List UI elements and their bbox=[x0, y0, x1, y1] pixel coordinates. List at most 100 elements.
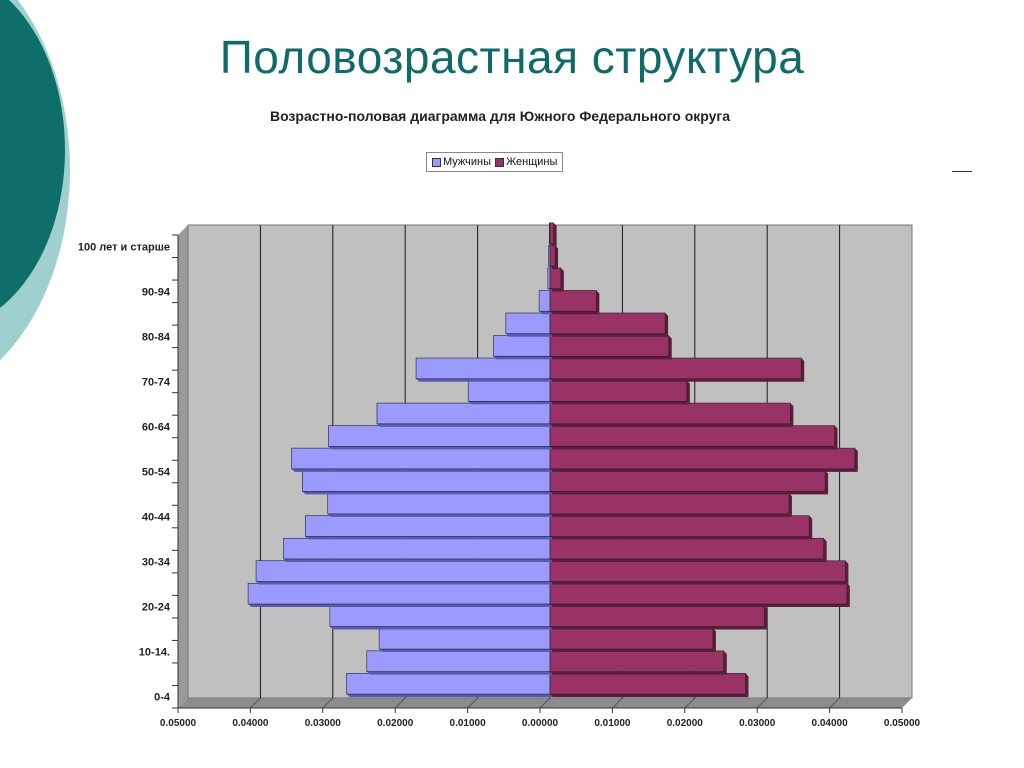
plot-side-wall bbox=[178, 225, 188, 708]
bar-side bbox=[801, 358, 805, 382]
bar-bottom bbox=[366, 671, 553, 675]
bar-bottom bbox=[550, 694, 749, 698]
bar-side bbox=[845, 560, 849, 585]
bar-female-70-74 bbox=[549, 357, 805, 382]
gridline-floor bbox=[322, 697, 334, 709]
bar-bottom bbox=[550, 333, 669, 337]
bar-side bbox=[712, 628, 716, 653]
bar-bottom bbox=[468, 401, 553, 405]
bar-face bbox=[283, 537, 551, 560]
bar-bottom bbox=[305, 536, 553, 540]
gridline-floor bbox=[756, 697, 768, 709]
bar-side bbox=[788, 493, 792, 517]
bar-face bbox=[549, 650, 725, 672]
bar-male-40-44 bbox=[327, 492, 553, 517]
bar-face bbox=[366, 650, 551, 672]
bar-male-15-19 bbox=[329, 605, 553, 630]
bar-side bbox=[596, 290, 600, 315]
bar-female-15-19 bbox=[549, 605, 768, 630]
bar-female-65-69 bbox=[549, 380, 690, 405]
bar-male-30-34 bbox=[283, 537, 553, 562]
bar-side bbox=[764, 605, 768, 630]
bar-side bbox=[854, 448, 858, 472]
gridline-floor bbox=[467, 697, 478, 709]
bar-bottom bbox=[416, 378, 553, 382]
bar-male-0-4 bbox=[346, 673, 553, 698]
x-tick-label: 0.03000 bbox=[739, 718, 776, 729]
bar-female-60-64 bbox=[549, 402, 794, 427]
bar-face bbox=[302, 470, 551, 492]
bar-face bbox=[549, 515, 810, 537]
legend-swatch-male bbox=[432, 157, 441, 167]
bar-face bbox=[549, 222, 554, 244]
y-tick-label: 0-4 bbox=[154, 692, 171, 704]
bar-side bbox=[823, 538, 827, 562]
chart-title: Возрастно-половая диаграмма для Южного Ф… bbox=[269, 108, 731, 124]
bar-side bbox=[809, 515, 813, 540]
bar-face bbox=[493, 335, 551, 357]
x-tick-label: 0.04000 bbox=[232, 718, 269, 729]
decorative-arc bbox=[0, 0, 70, 420]
gridline-floor bbox=[394, 697, 406, 709]
x-tick-label: 0.05000 bbox=[884, 718, 921, 729]
bar-side bbox=[560, 267, 564, 292]
x-tick-label: 0.02000 bbox=[667, 718, 704, 729]
x-tick-label: 0.03000 bbox=[305, 718, 342, 729]
bar-bottom bbox=[550, 356, 672, 360]
y-tick-label: 70-74 bbox=[142, 376, 171, 388]
bar-face bbox=[549, 357, 802, 380]
bar-side bbox=[846, 583, 850, 608]
bar-female-40-44 bbox=[549, 492, 792, 517]
bar-bottom bbox=[291, 468, 553, 472]
bar-female-0-4 bbox=[549, 673, 749, 698]
bar-bottom bbox=[550, 243, 557, 247]
y-tick-label: 80-84 bbox=[142, 331, 171, 343]
bar-side bbox=[790, 403, 794, 427]
x-tick-label: 0.01000 bbox=[450, 718, 487, 729]
bar-bottom bbox=[550, 311, 600, 315]
bar-face bbox=[255, 560, 551, 582]
bar-face bbox=[549, 402, 791, 425]
y-tick-label: 90-94 bbox=[142, 286, 171, 298]
bar-bottom bbox=[550, 468, 858, 472]
bar-male-25-29 bbox=[255, 560, 553, 585]
bar-male-55-59 bbox=[328, 425, 553, 450]
bar-bottom bbox=[539, 311, 553, 315]
bar-face bbox=[549, 673, 746, 695]
bar-face bbox=[549, 312, 666, 335]
bar-side bbox=[723, 650, 727, 675]
bar-bottom bbox=[327, 513, 553, 517]
bar-side bbox=[686, 380, 690, 405]
y-tick-label: 100 лет и старше bbox=[78, 241, 170, 253]
gridline-floor bbox=[829, 697, 840, 709]
bar-bottom bbox=[550, 266, 559, 270]
bar-male-35-39 bbox=[304, 515, 553, 540]
legend-label-male: Мужчины bbox=[443, 156, 492, 168]
bar-bottom bbox=[550, 513, 792, 517]
bar-bottom bbox=[550, 446, 838, 450]
bar-female-20-24 bbox=[549, 582, 850, 608]
bar-female-55-59 bbox=[549, 425, 838, 450]
legend-item-female: Женщины bbox=[495, 156, 557, 168]
bar-bottom bbox=[346, 694, 553, 698]
bar-bottom bbox=[379, 649, 553, 653]
bar-male-70-74 bbox=[415, 357, 553, 382]
bar-male-45-49 bbox=[302, 470, 553, 495]
bar-face bbox=[415, 357, 551, 380]
bar-face bbox=[328, 425, 551, 447]
bar-male-10-14 bbox=[378, 628, 553, 653]
bar-female-10-14 bbox=[549, 628, 716, 653]
bar-bottom bbox=[547, 288, 553, 292]
bar-side bbox=[834, 425, 838, 450]
bar-bottom bbox=[550, 671, 727, 675]
bar-bottom bbox=[283, 558, 553, 562]
bar-female-30-34 bbox=[549, 537, 827, 562]
bar-face bbox=[376, 402, 551, 425]
bar-male-80-84 bbox=[505, 312, 553, 337]
bar-male-75-79 bbox=[493, 335, 553, 360]
bar-female-80-84 bbox=[549, 312, 669, 337]
bar-female-5-9 bbox=[549, 650, 727, 675]
y-tick-label: 10-14. bbox=[139, 647, 170, 659]
legend-label-female: Женщины bbox=[506, 156, 558, 168]
bar-face bbox=[378, 628, 551, 650]
